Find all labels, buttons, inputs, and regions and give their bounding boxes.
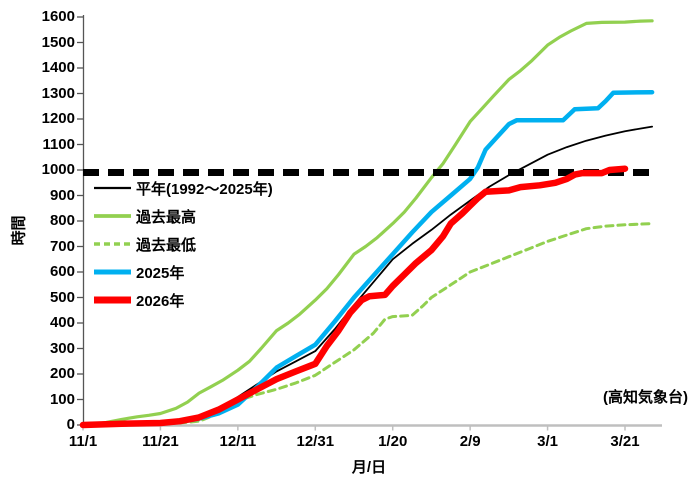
station-annotation: (高知気象台) (603, 389, 688, 406)
legend-label: 過去最低 (136, 236, 197, 254)
legend: 平年(1992～2025年) 過去最高過去最低 2025年 2026年 (94, 174, 273, 314)
legend-line-swatch-record-high (94, 214, 131, 218)
x-tick-label: 11/21 (142, 433, 179, 450)
legend-line-swatch-normal-average (94, 186, 131, 190)
x-tick-label: 12/11 (219, 433, 257, 450)
legend-item-normal-average: 平年(1992～2025年) (94, 174, 273, 202)
x-tick-label: 2/9 (459, 433, 481, 450)
x-tick-label: 11/1 (68, 433, 98, 450)
y-tick-label: 0 (66, 416, 75, 433)
y-tick-label: 500 (49, 288, 75, 306)
y-tick-label: 400 (49, 314, 75, 331)
y-tick-label: 900 (49, 186, 75, 204)
legend-item-record-low: 過去最低 (94, 230, 273, 258)
x-axis-title: 月/日 (351, 459, 387, 476)
x-tick-label: 1/20 (378, 433, 408, 450)
series-line-year-2026 (79, 165, 629, 429)
y-tick-label: 1100 (42, 135, 75, 153)
legend-item-year-2025: 2025年 (94, 258, 273, 286)
legend-label: 2025年 (136, 264, 185, 282)
x-tick-label: 3/1 (537, 433, 558, 450)
legend-line-swatch-year-2026 (94, 296, 131, 304)
y-tick-label: 1000 (41, 161, 75, 178)
y-tick-label: 1300 (41, 84, 75, 102)
x-tick-label: 12/31 (296, 433, 335, 450)
y-tick-label: 200 (49, 365, 75, 382)
y-tick-label: 600 (49, 263, 75, 280)
legend-item-record-high: 過去最高 (94, 202, 273, 230)
y-tick-label: 800 (49, 212, 75, 229)
legend-label: 平年(1992～2025年) (136, 180, 273, 198)
legend-line-swatch-year-2025 (94, 269, 131, 275)
y-tick-label: 1200 (41, 110, 75, 127)
legend-label: 2026年 (136, 292, 185, 310)
y-tick-label: 1500 (41, 33, 75, 51)
x-tick-label: 3/21 (610, 433, 640, 450)
y-tick-label: 700 (49, 237, 75, 255)
series-line-record-high (81, 19, 654, 427)
y-tick-label: 100 (49, 390, 75, 408)
y-tick-label: 1600 (41, 8, 75, 25)
legend-label: 過去最高 (136, 208, 197, 226)
legend-line-swatch-record-low (94, 242, 131, 246)
y-tick-label: 300 (49, 339, 75, 357)
legend-item-year-2026: 2026年 (94, 286, 273, 314)
y-tick-label: 1400 (41, 59, 75, 76)
